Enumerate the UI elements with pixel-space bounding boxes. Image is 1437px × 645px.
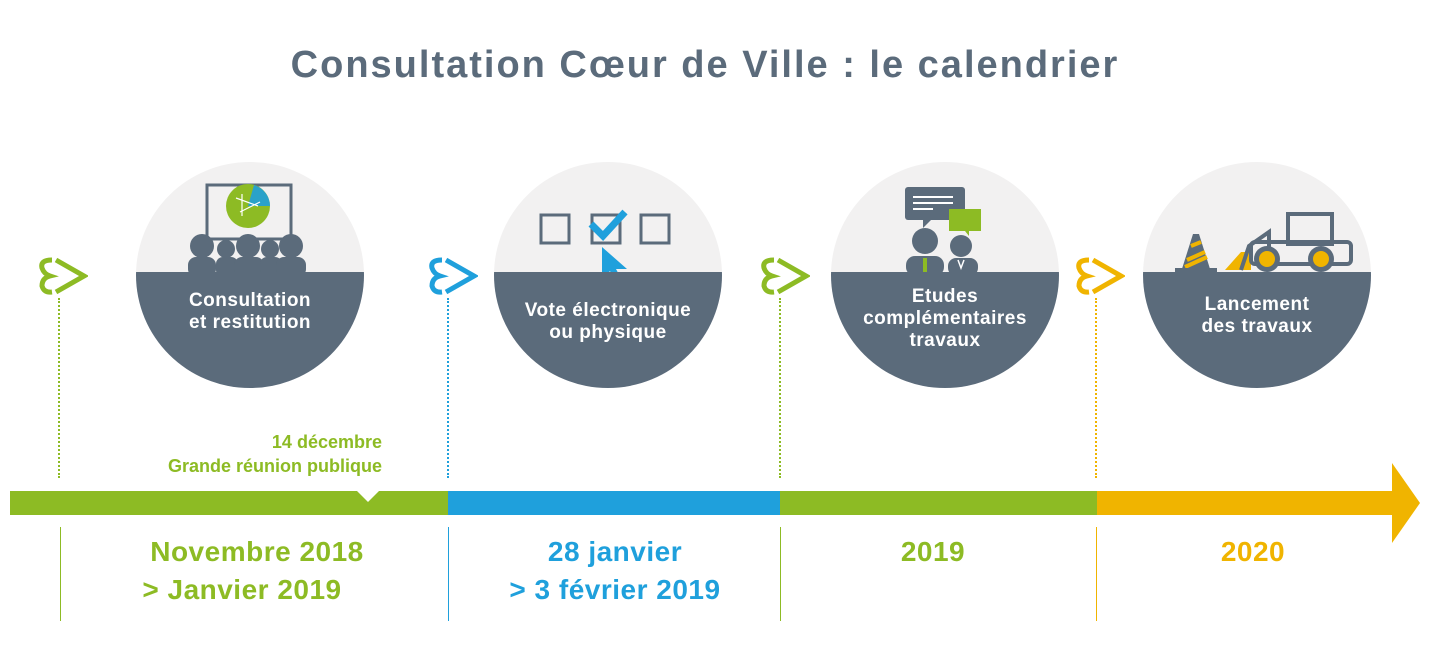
step-label: Consultation et restitution [188,290,312,333]
timeline-arrow [10,463,1420,543]
heart-arrow-logo-icon [761,257,810,295]
timeline-segment-2 [448,491,780,515]
step-vote: Vote électronique ou physique [494,162,722,388]
step-travaux: Lancement des travaux [1143,162,1371,388]
construction-loader-icon [1175,212,1353,272]
timeline-segment-4 [1097,491,1395,515]
period-divider [448,527,449,621]
dotted-connector [447,298,449,478]
period-4-dates: 2020 [1220,536,1286,567]
step-label: Vote électronique ou physique [524,300,692,343]
dotted-connector [1095,298,1097,478]
checkbox-vote-icon [539,209,671,272]
heart-arrow-logo-icon [1076,257,1125,295]
step-etudes: Etudes complémentaires travaux [831,162,1059,388]
dotted-connector [779,298,781,478]
step-label: Etudes complémentaires travaux [863,286,1027,351]
heart-arrow-logo-icon [429,257,478,295]
dotted-connector [58,298,60,478]
period-1-dates: Novembre 2018 > Janvier 2019 [142,536,364,605]
period-divider [60,527,61,621]
audience-presentation-icon [188,183,306,272]
step-label: Lancement des travaux [1201,294,1313,337]
period-divider [1096,527,1097,621]
event-label: Grande réunion publique [167,456,382,476]
arrowhead [1392,463,1420,543]
timeline-segment-1 [10,491,448,515]
page-title: Consultation Cœur de Ville : le calendri… [290,44,1120,86]
timeline-segment-3 [780,491,1097,515]
heart-arrow-logo-icon [39,257,88,295]
period-2-dates: 28 janvier > 3 février 2019 [509,536,721,605]
period-3-dates: 2019 [900,536,966,567]
period-divider [780,527,781,621]
consultants-discussion-icon [905,187,981,272]
event-date: 14 décembre [271,432,382,452]
event-annotation: 14 décembre Grande réunion publique [168,430,382,478]
event-notch [356,490,380,502]
step-consultation: Consultation et restitution [136,162,364,388]
